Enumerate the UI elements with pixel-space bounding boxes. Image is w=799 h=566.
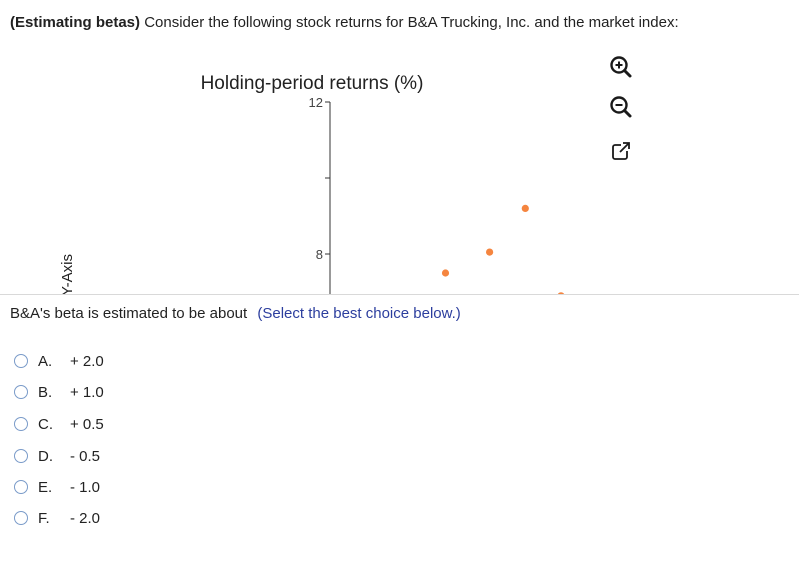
scatter-points (441, 204, 565, 294)
zoom-in-icon (610, 56, 632, 78)
option-value: - 2.0 (70, 509, 101, 527)
option-e[interactable]: E. - 1.0 (14, 476, 100, 498)
option-value: - 1.0 (70, 478, 101, 496)
option-letter: B. (38, 383, 53, 401)
option-d[interactable]: D. - 0.5 (14, 445, 100, 467)
radio-circle-icon[interactable] (14, 480, 28, 494)
question-body: Consider the following stock returns for… (144, 14, 679, 31)
returns-scatter-chart: Holding-period returns (%) Y-Axis 1284 (59, 73, 565, 294)
option-value: + 1.0 (70, 383, 104, 401)
option-letter: D. (38, 447, 53, 465)
option-value: + 2.0 (70, 352, 104, 370)
zoom-in-button[interactable] (606, 52, 636, 82)
zoom-out-button[interactable] (606, 92, 636, 122)
external-link-icon (612, 142, 631, 160)
option-value: + 0.5 (70, 415, 104, 433)
y-tick-label: 8 (316, 247, 323, 262)
popout-button[interactable] (606, 136, 636, 166)
question-lead: (Estimating betas) (10, 14, 141, 31)
data-point (486, 248, 494, 256)
prompt-text: B&A's beta is estimated to be about (10, 305, 248, 322)
chart-panel: Holding-period returns (%) Y-Axis 1284 (0, 56, 799, 294)
option-a[interactable]: A. + 2.0 (14, 350, 104, 372)
data-point (557, 292, 565, 294)
chart-title: Holding-period returns (%) (201, 73, 424, 94)
radio-circle-icon[interactable] (14, 449, 28, 463)
prompt-hint: (Select the best choice below.) (257, 305, 461, 322)
section-divider (0, 294, 799, 295)
data-point (441, 269, 450, 277)
radio-circle-icon[interactable] (14, 385, 28, 399)
option-letter: C. (38, 415, 53, 433)
radio-circle-icon[interactable] (14, 417, 28, 431)
option-b[interactable]: B. + 1.0 (14, 381, 104, 403)
radio-circle-icon[interactable] (14, 354, 28, 368)
data-point (521, 204, 529, 212)
option-letter: A. (38, 352, 53, 370)
option-value: - 0.5 (70, 447, 101, 465)
y-tick-label: 12 (309, 95, 323, 110)
answer-prompt: B&A's beta is estimated to be about (Sel… (10, 305, 461, 322)
y-axis-label: Y-Axis (59, 254, 76, 294)
y-axis: 1284 (309, 95, 331, 294)
option-letter: E. (38, 478, 53, 496)
option-f[interactable]: F. - 2.0 (14, 507, 100, 529)
radio-circle-icon[interactable] (14, 511, 28, 525)
zoom-out-icon (610, 96, 632, 118)
option-c[interactable]: C. + 0.5 (14, 413, 104, 435)
question-text: (Estimating betas) Consider the followin… (10, 14, 679, 31)
option-letter: F. (38, 509, 50, 527)
